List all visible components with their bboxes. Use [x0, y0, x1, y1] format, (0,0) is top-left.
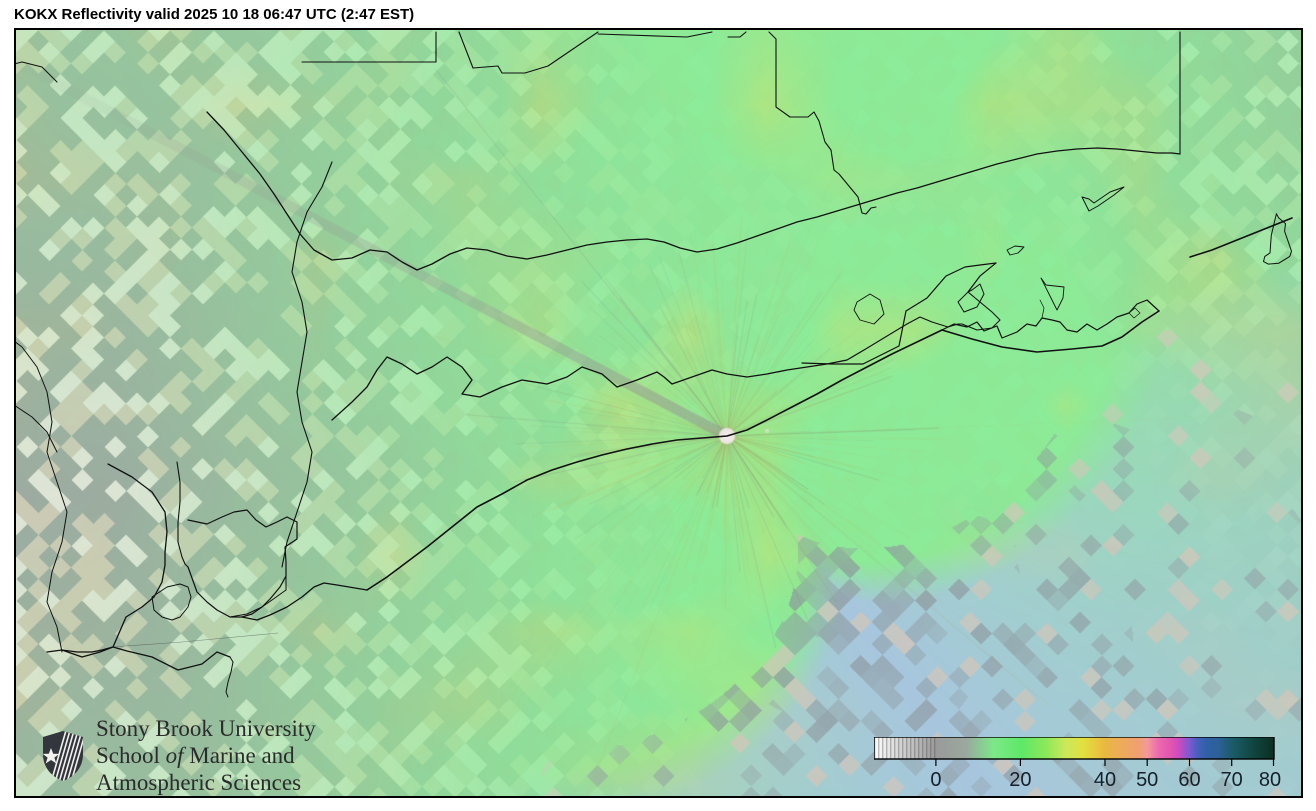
svg-text:20: 20	[1009, 769, 1031, 791]
svg-text:80: 80	[1259, 769, 1281, 791]
svg-text:60: 60	[1178, 769, 1200, 791]
svg-text:50: 50	[1136, 769, 1158, 791]
svg-text:0: 0	[930, 769, 941, 791]
svg-text:40: 40	[1094, 769, 1116, 791]
svg-text:70: 70	[1221, 769, 1243, 791]
